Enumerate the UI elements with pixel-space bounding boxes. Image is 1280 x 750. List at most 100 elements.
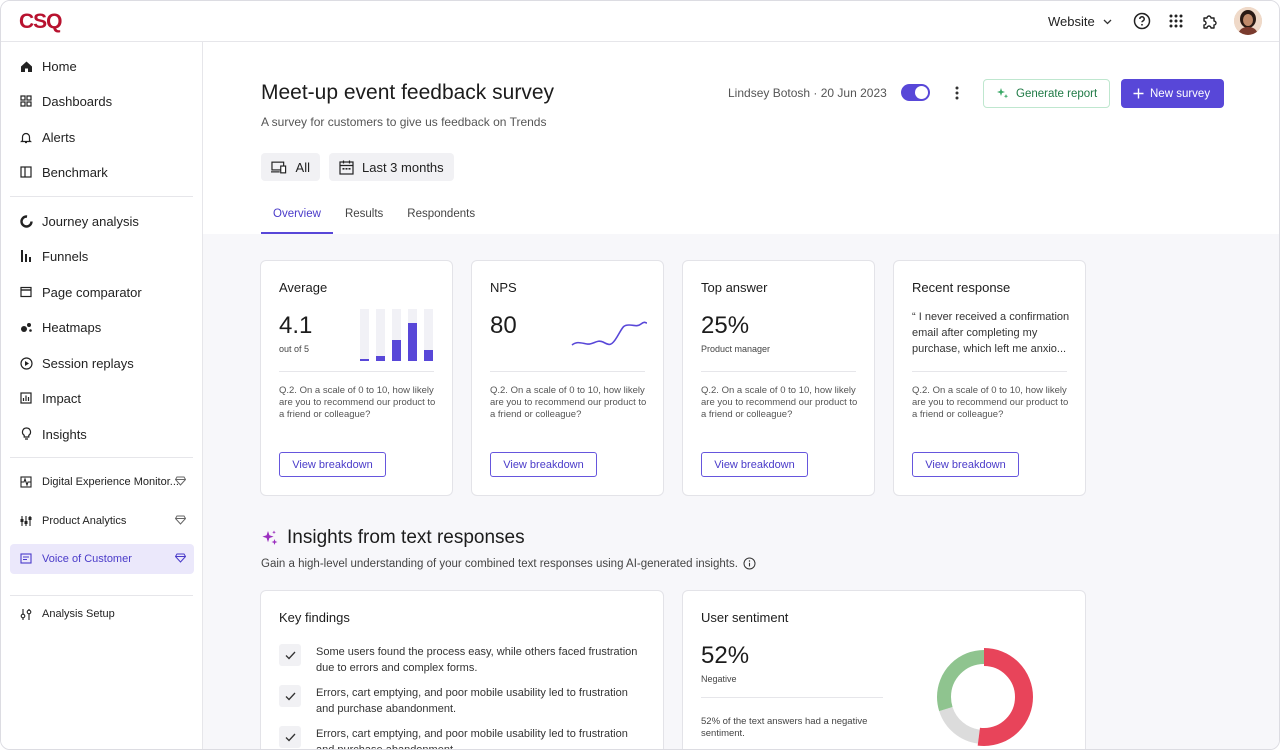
info-icon[interactable]: [743, 557, 756, 570]
sidebar-divider: [10, 196, 193, 197]
rating-bar-fill: [408, 323, 417, 361]
puzzle-icon[interactable]: [1200, 11, 1220, 31]
generate-report-button[interactable]: Generate report: [983, 79, 1110, 108]
rating-bar: [424, 309, 433, 361]
sidebar-item-heatmaps[interactable]: Heatmaps: [10, 312, 194, 342]
funnels-icon: [19, 249, 33, 263]
card-title: Key findings: [279, 610, 350, 625]
finding-item: Errors, cart emptying, and poor mobile u…: [279, 726, 649, 749]
tab-results[interactable]: Results: [344, 208, 384, 220]
sidebar-item-label: Funnels: [42, 248, 89, 264]
sidebar-item-product-analytics[interactable]: Product Analytics: [10, 506, 194, 536]
view-breakdown-button[interactable]: View breakdown: [279, 452, 386, 477]
recent-response-card: Recent response “ I never received a con…: [893, 260, 1086, 496]
sidebar-item-voice-of-customer[interactable]: Voice of Customer: [10, 544, 194, 574]
website-selector-label: Website: [1048, 14, 1095, 29]
tab-respondents[interactable]: Respondents: [407, 208, 476, 220]
card-question: Q.2. On a scale of 0 to 10, how likely a…: [490, 385, 647, 420]
lightbulb-icon: [19, 427, 33, 441]
devices-icon: [271, 161, 287, 173]
card-divider: [701, 371, 856, 372]
dashboards-icon: [19, 94, 33, 108]
sidebar-item-analysis-setup[interactable]: Analysis Setup: [10, 599, 194, 629]
sidebar-item-label: Insights: [42, 426, 87, 442]
check-icon: [279, 644, 301, 666]
rating-bar: [392, 309, 401, 361]
insights-subtitle: Gain a high-level understanding of your …: [261, 557, 756, 570]
help-icon[interactable]: [1132, 11, 1152, 31]
check-icon: [279, 685, 301, 707]
premium-gem-icon: [174, 553, 187, 566]
sidebar-item-impact[interactable]: Impact: [10, 383, 194, 413]
survey-author: Lindsey Botosh: [728, 86, 811, 100]
donut-segment-negative: [935, 648, 1033, 746]
sidebar-item-digital-experience-monitor[interactable]: Digital Experience Monitor...: [10, 467, 194, 497]
settings-sliders-icon: [19, 607, 33, 621]
sidebar-item-home[interactable]: Home: [10, 51, 194, 81]
sentiment-donut-chart: [935, 648, 1033, 746]
sidebar-item-label: Benchmark: [42, 164, 108, 180]
top-answer-card: Top answer 25% Product manager Q.2. On a…: [682, 260, 875, 496]
card-title: User sentiment: [701, 610, 789, 625]
sidebar-item-label: Digital Experience Monitor...: [42, 476, 179, 488]
page-subtitle: A survey for customers to give us feedba…: [261, 115, 547, 129]
sidebar-item-journey-analysis[interactable]: Journey analysis: [10, 206, 194, 236]
sidebar-item-alerts[interactable]: Alerts: [10, 122, 194, 152]
sentiment-label: Negative: [701, 674, 737, 684]
premium-gem-icon: [174, 515, 187, 528]
more-options-icon[interactable]: [954, 85, 960, 101]
card-divider: [912, 371, 1067, 372]
heatmaps-icon: [19, 320, 33, 334]
view-breakdown-button[interactable]: View breakdown: [701, 452, 808, 477]
sidebar-divider: [10, 457, 193, 458]
sidebar-item-session-replays[interactable]: Session replays: [10, 348, 194, 378]
nps-trend-sparkline: [571, 321, 648, 346]
page-comparator-icon: [19, 285, 33, 299]
new-survey-button[interactable]: New survey: [1121, 79, 1224, 108]
premium-gem-icon: [174, 476, 187, 489]
sidebar-item-label: Analysis Setup: [42, 608, 115, 620]
average-value: 4.1: [279, 312, 313, 339]
card-question: Q.2. On a scale of 0 to 10, how likely a…: [701, 385, 858, 420]
sidebar-item-page-comparator[interactable]: Page comparator: [10, 277, 194, 307]
survey-active-toggle[interactable]: [901, 84, 930, 101]
apps-grid-icon[interactable]: [1166, 11, 1186, 31]
chevron-down-icon: [1103, 19, 1112, 24]
view-breakdown-button[interactable]: View breakdown: [912, 452, 1019, 477]
sidebar-item-label: Product Analytics: [42, 515, 127, 527]
impact-icon: [19, 391, 33, 405]
sidebar-item-label: Heatmaps: [42, 319, 102, 335]
play-icon: [19, 356, 33, 370]
sidebar-item-label: Voice of Customer: [42, 553, 132, 565]
device-filter[interactable]: All: [261, 153, 320, 181]
website-selector[interactable]: Website: [1048, 14, 1112, 29]
average-scale: out of 5: [279, 344, 310, 354]
rating-bar-fill: [360, 359, 369, 361]
finding-text: Errors, cart emptying, and poor mobile u…: [316, 687, 628, 715]
sentiment-value: 52%: [701, 642, 750, 669]
sidebar-item-benchmark[interactable]: Benchmark: [10, 157, 194, 187]
sidebar-item-label: Alerts: [42, 129, 76, 145]
logo[interactable]: CSQ: [19, 10, 63, 33]
analytics-icon: [19, 514, 33, 528]
view-breakdown-button[interactable]: View breakdown: [490, 452, 597, 477]
card-divider: [279, 371, 434, 372]
tab-overview[interactable]: Overview: [261, 202, 333, 234]
sidebar-item-dashboards[interactable]: Dashboards: [10, 86, 194, 116]
top-answer-value: 25%: [701, 312, 750, 339]
sidebar-item-funnels[interactable]: Funnels: [10, 241, 194, 271]
insights-section-title: Insights from text responses: [261, 527, 525, 549]
top-bar: CSQ Website: [1, 1, 1279, 42]
tab-bar: Overview Results Respondents: [261, 202, 487, 234]
meta-separator: ·: [813, 86, 821, 100]
rating-bar-fill: [376, 356, 385, 361]
sidebar-item-label: Home: [42, 58, 77, 74]
sidebar-item-label: Session replays: [42, 355, 134, 371]
sidebar-item-insights[interactable]: Insights: [10, 419, 194, 449]
sentiment-note: 52% of the text answers had a negative s…: [701, 716, 868, 739]
page-title: Meet-up event feedback survey: [261, 81, 554, 104]
avatar[interactable]: [1234, 7, 1262, 35]
rating-bar: [360, 309, 369, 361]
date-range-filter[interactable]: Last 3 months: [329, 153, 454, 181]
